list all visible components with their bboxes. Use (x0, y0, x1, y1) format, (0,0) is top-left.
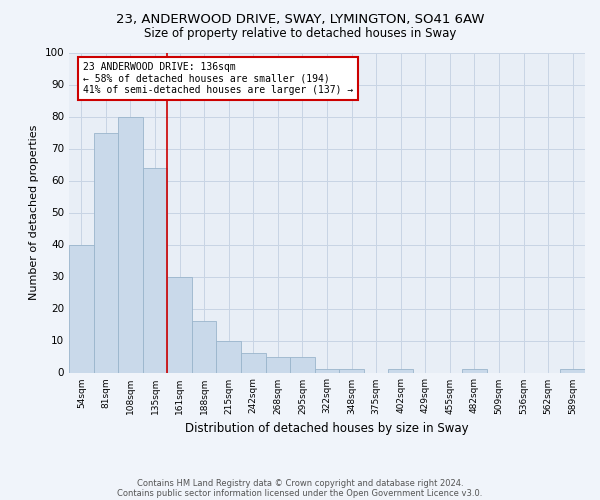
Text: Size of property relative to detached houses in Sway: Size of property relative to detached ho… (144, 28, 456, 40)
Bar (266, 356, 290, 372)
Y-axis label: Number of detached properties: Number of detached properties (29, 125, 39, 300)
Bar (290, 356, 315, 372)
Bar (167, 276, 192, 372)
Bar (315, 370, 339, 372)
Bar (143, 168, 167, 372)
Bar (560, 370, 585, 372)
Text: Contains HM Land Registry data © Crown copyright and database right 2024.: Contains HM Land Registry data © Crown c… (137, 478, 463, 488)
Bar (118, 116, 143, 372)
X-axis label: Distribution of detached houses by size in Sway: Distribution of detached houses by size … (185, 422, 469, 435)
Text: 23 ANDERWOOD DRIVE: 136sqm
← 58% of detached houses are smaller (194)
41% of sem: 23 ANDERWOOD DRIVE: 136sqm ← 58% of deta… (83, 62, 353, 96)
Bar (462, 370, 487, 372)
Bar (192, 322, 217, 372)
Bar (388, 370, 413, 372)
Text: Contains public sector information licensed under the Open Government Licence v3: Contains public sector information licen… (118, 488, 482, 498)
Bar (69, 244, 94, 372)
Bar (339, 370, 364, 372)
Bar (241, 354, 266, 372)
Bar (94, 132, 118, 372)
Text: 23, ANDERWOOD DRIVE, SWAY, LYMINGTON, SO41 6AW: 23, ANDERWOOD DRIVE, SWAY, LYMINGTON, SO… (116, 12, 484, 26)
Bar (217, 340, 241, 372)
